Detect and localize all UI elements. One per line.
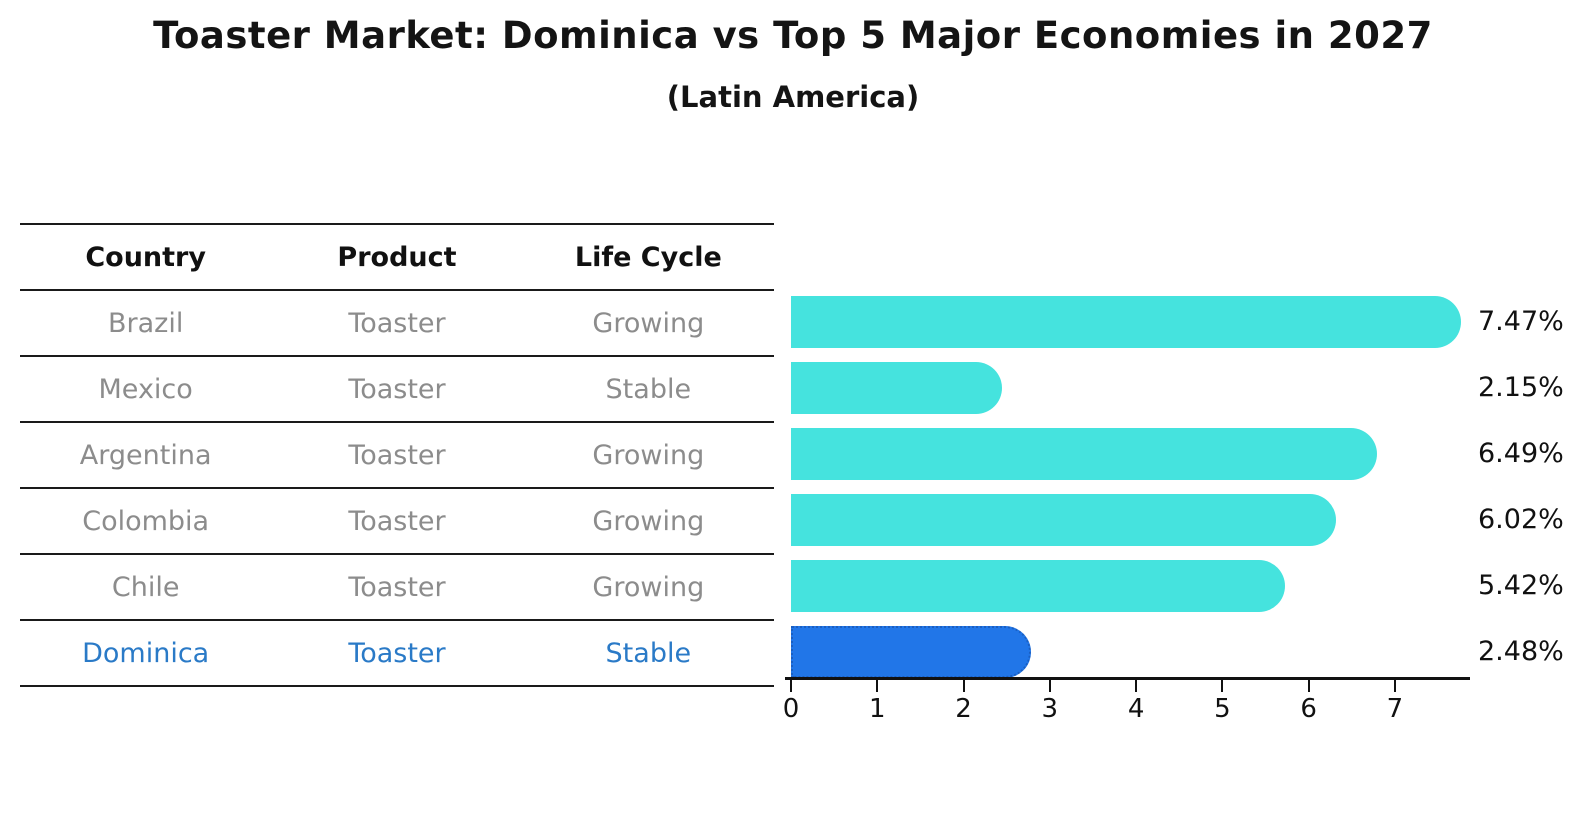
table-header-row: Country Product Life Cycle: [20, 225, 774, 291]
cell-product: Toaster: [348, 505, 446, 537]
table-row-argentina: Argentina Toaster Growing: [20, 423, 774, 489]
value-label-dominica: 2.48%: [1478, 636, 1564, 667]
value-label-argentina: 6.49%: [1478, 438, 1564, 469]
cell-product: Toaster: [348, 373, 446, 405]
bar-colombia: [791, 494, 1337, 546]
bar-chile: [791, 560, 1285, 612]
cell-product: Toaster: [348, 307, 446, 339]
x-tick-label: 6: [1300, 694, 1317, 724]
x-tick-label: 0: [782, 694, 800, 724]
x-tick-mark: [1221, 680, 1224, 692]
cell-life-cycle: Stable: [605, 373, 692, 405]
x-axis-line: [785, 677, 1470, 680]
value-label-mexico: 2.15%: [1478, 372, 1564, 403]
x-tick-label: 1: [868, 694, 886, 724]
bar-argentina: [791, 428, 1377, 480]
x-tick-label: 2: [955, 694, 972, 724]
x-tick-mark: [1307, 680, 1310, 692]
value-label-chile: 5.42%: [1478, 570, 1564, 601]
cell-country: Colombia: [82, 505, 210, 537]
cell-product: Toaster: [348, 439, 446, 471]
cell-life-cycle: Growing: [592, 571, 705, 603]
x-tick-label: 3: [1041, 694, 1059, 724]
cell-life-cycle: Growing: [592, 505, 705, 537]
x-tick-label: 5: [1214, 694, 1231, 724]
table-row-dominica: Dominica Toaster Stable: [20, 621, 774, 687]
x-tick-mark: [790, 680, 792, 692]
cell-country: Dominica: [82, 637, 210, 669]
bar-chart: 0 1 2 3 4 5 6 7: [783, 289, 1551, 769]
value-label-brazil: 7.47%: [1478, 306, 1564, 337]
x-tick-label: 4: [1127, 694, 1145, 724]
bar-brazil: [791, 296, 1462, 348]
cell-country: Argentina: [79, 439, 212, 471]
x-tick-mark: [1048, 680, 1051, 692]
table-row-chile: Chile Toaster Growing: [20, 555, 774, 621]
table-row-mexico: Mexico Toaster Stable: [20, 357, 774, 423]
chart-title: Toaster Market: Dominica vs Top 5 Major …: [153, 14, 1433, 57]
country-table: Country Product Life Cycle Brazil Toaste…: [20, 223, 774, 687]
x-tick-mark: [876, 680, 879, 692]
cell-country: Brazil: [107, 307, 184, 339]
column-header-life-cycle: Life Cycle: [574, 241, 722, 273]
x-tick-mark: [1135, 680, 1138, 692]
cell-life-cycle: Stable: [605, 637, 692, 669]
x-tick-label: 7: [1386, 694, 1404, 724]
value-label-colombia: 6.02%: [1478, 504, 1564, 535]
table-row-brazil: Brazil Toaster Growing: [20, 291, 774, 357]
cell-product: Toaster: [348, 637, 446, 669]
column-header-country: Country: [85, 241, 206, 273]
x-tick-mark: [1393, 680, 1396, 692]
bar-dominica: [791, 626, 1031, 678]
cell-country: Mexico: [98, 373, 193, 405]
chart-subtitle: (Latin America): [666, 80, 920, 114]
cell-product: Toaster: [348, 571, 446, 603]
table-row-colombia: Colombia Toaster Growing: [20, 489, 774, 555]
column-header-product: Product: [337, 241, 457, 273]
cell-life-cycle: Growing: [592, 439, 705, 471]
cell-country: Chile: [111, 571, 180, 603]
bar-mexico: [791, 362, 1003, 414]
cell-life-cycle: Growing: [592, 307, 705, 339]
x-tick-mark: [962, 680, 965, 692]
